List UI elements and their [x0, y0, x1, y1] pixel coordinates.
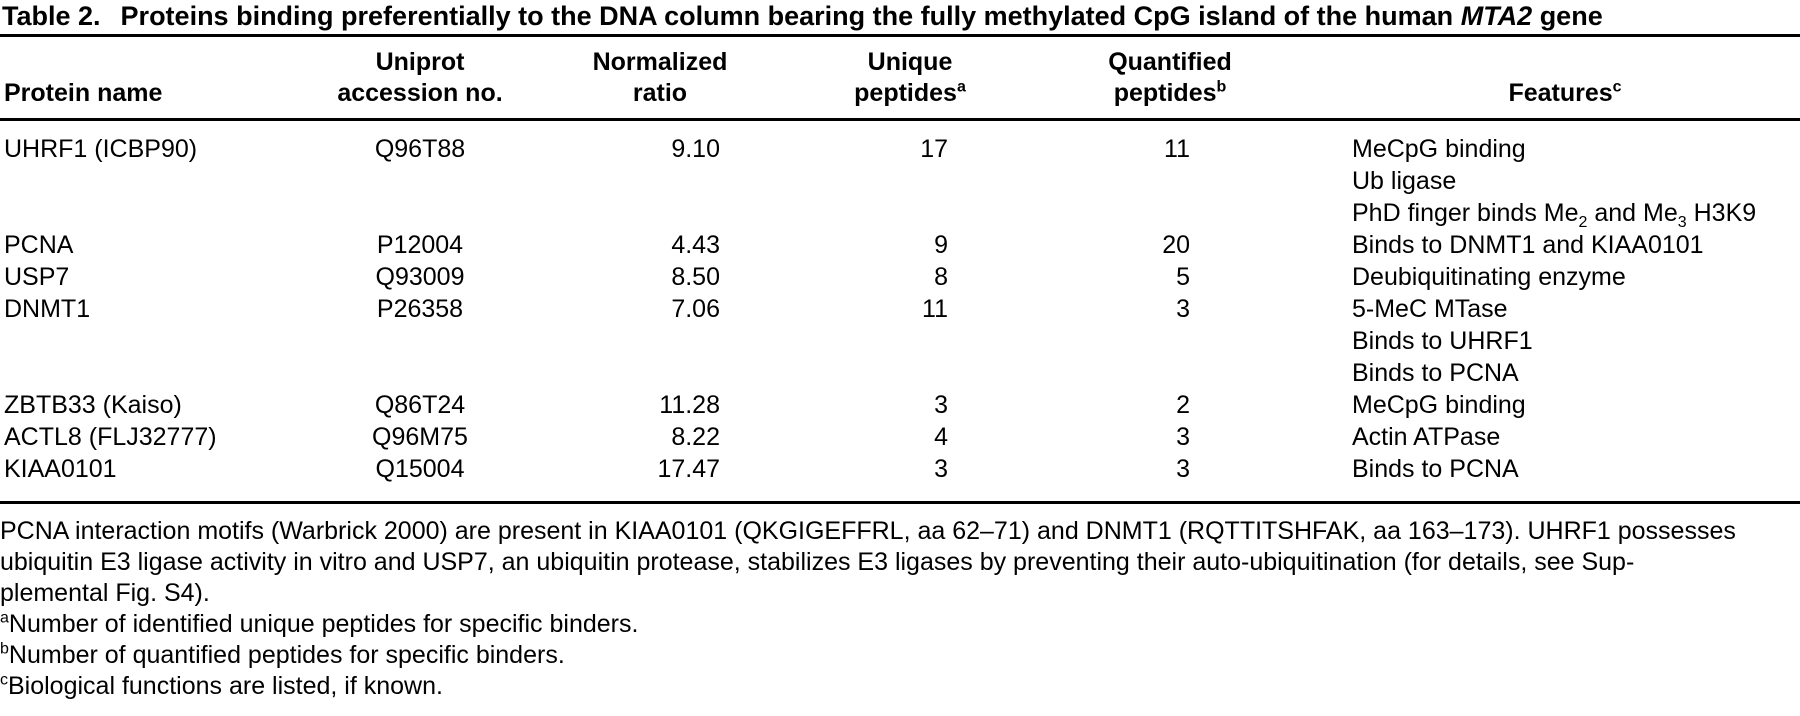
cell-normalized-ratio: 11.28	[659, 391, 720, 419]
table-caption-text: Proteins binding preferentially to the D…	[120, 1, 1461, 31]
table-row-dnmt1: DNMT1 P26358 7.06 11 3 5-MeC MTase Binds…	[0, 293, 1800, 389]
cell-uniprot-accession: Q96M75	[372, 423, 468, 451]
cell-features: MeCpG binding Ub ligase PhD finger binds…	[1330, 120, 1800, 231]
cell-normalized-ratio: 8.22	[671, 423, 720, 451]
table-caption-suffix: gene	[1532, 1, 1603, 31]
cell-unique-peptides: 3	[934, 391, 948, 419]
table-header: Protein name Uniprot accession no. Norma…	[0, 37, 1800, 121]
cell-unique-peptides: 9	[934, 231, 948, 259]
cell-normalized-ratio: 7.06	[671, 295, 720, 323]
cell-protein-name: PCNA	[4, 231, 74, 259]
cell-features: MeCpG binding	[1352, 391, 1526, 419]
header-quantified-peptides: Quantified peptidesb	[1010, 37, 1330, 121]
footnote-paragraph: PCNA interaction motifs (Warbrick 2000) …	[0, 516, 1800, 609]
cell-protein-name: UHRF1 (ICBP90)	[4, 135, 198, 163]
footnote-marker-b: b	[1216, 78, 1227, 96]
table-bottom-rule	[0, 501, 1800, 504]
cell-quantified-peptides: 3	[1176, 455, 1190, 483]
cell-protein-name: DNMT1	[4, 295, 91, 323]
footnote-item-c: cBiological functions are listed, if kno…	[0, 671, 443, 700]
footnote-paragraph-line: ubiquitin E3 ligase activity in vitro an…	[0, 548, 1635, 576]
table-row-actl8: ACTL8 (FLJ32777) Q96M75 8.22 4 3 Actin A…	[0, 421, 1800, 453]
cell-uniprot-accession: Q93009	[375, 263, 465, 291]
cell-uniprot-accession: Q15004	[375, 455, 465, 483]
title-rule	[0, 34, 1800, 37]
cell-protein-name: USP7	[4, 263, 70, 291]
table-footnotes: PCNA interaction motifs (Warbrick 2000) …	[0, 516, 1800, 702]
header-uniprot-accession: Uniprot accession no.	[330, 37, 510, 121]
cell-unique-peptides: 8	[934, 263, 948, 291]
header-row: Protein name Uniprot accession no. Norma…	[0, 37, 1800, 121]
footnote-marker-a: a	[956, 78, 966, 96]
cell-uniprot-accession: Q96T88	[374, 135, 466, 163]
cell-uniprot-accession: Q86T24	[374, 391, 466, 419]
cell-protein-name: KIAA0101	[4, 455, 117, 483]
cell-normalized-ratio: 17.47	[657, 455, 720, 483]
feature-line-with-subscripts: PhD finger binds Me2 and Me3 H3K9	[1352, 199, 1757, 231]
cell-quantified-peptides: 11	[1164, 135, 1190, 163]
table-row-uhrf1: UHRF1 (ICBP90) Q96T88 9.10 17 11 MeCpG b…	[0, 120, 1800, 231]
footnote-paragraph-line: plemental Fig. S4).	[0, 579, 210, 607]
gene-name: MTA2	[1460, 1, 1533, 31]
table-title: Table 2. Proteins binding preferentially …	[0, 0, 1800, 34]
header-protein-name: Protein name	[0, 37, 330, 121]
footnote-item-a: aNumber of identified unique peptides fo…	[0, 609, 639, 638]
table-number-label: Table 2.	[2, 1, 101, 31]
header-unique-peptides: Unique peptidesa	[810, 37, 1010, 121]
cell-unique-peptides: 17	[920, 135, 948, 163]
table-body: UHRF1 (ICBP90) Q96T88 9.10 17 11 MeCpG b…	[0, 120, 1800, 502]
cell-quantified-peptides: 3	[1176, 295, 1190, 323]
header-features: Featuresc	[1330, 37, 1800, 121]
cell-features: Binds to DNMT1 and KIAA0101	[1352, 231, 1704, 259]
cell-normalized-ratio: 8.50	[671, 263, 720, 291]
cell-features: 5-MeC MTase Binds to UHRF1 Binds to PCNA	[1352, 295, 1533, 387]
cell-protein-name: ACTL8 (FLJ32777)	[4, 423, 217, 451]
cell-features: Deubiquitinating enzyme	[1352, 263, 1626, 291]
cell-unique-peptides: 11	[922, 295, 948, 323]
cell-quantified-peptides: 2	[1176, 391, 1190, 419]
table-row-usp7: USP7 Q93009 8.50 8 5 Deubiquitinating en…	[0, 261, 1800, 293]
footnote-item-b: bNumber of quantified peptides for speci…	[0, 640, 565, 669]
cell-uniprot-accession: P26358	[376, 295, 464, 323]
table-row-pcna: PCNA P12004 4.43 9 20 Binds to DNMT1 and…	[0, 229, 1800, 261]
cell-normalized-ratio: 9.10	[671, 135, 720, 163]
footnote-marker-c: c	[1612, 78, 1622, 96]
data-table: Protein name Uniprot accession no. Norma…	[0, 37, 1800, 501]
cell-uniprot-accession: P12004	[376, 231, 464, 259]
cell-unique-peptides: 3	[934, 455, 948, 483]
cell-unique-peptides: 4	[934, 423, 948, 451]
table-row-kiaa0101: KIAA0101 Q15004 17.47 3 3 Binds to PCNA	[0, 453, 1800, 501]
cell-quantified-peptides: 3	[1176, 423, 1190, 451]
footnote-paragraph-line: PCNA interaction motifs (Warbrick 2000) …	[0, 517, 1736, 545]
table-row-zbtb33: ZBTB33 (Kaiso) Q86T24 11.28 3 2 MeCpG bi…	[0, 389, 1800, 421]
cell-features: Binds to PCNA	[1352, 455, 1519, 483]
cell-quantified-peptides: 20	[1162, 231, 1190, 259]
header-normalized-ratio: Normalized ratio	[510, 37, 810, 121]
cell-normalized-ratio: 4.43	[671, 231, 720, 259]
cell-features: Actin ATPase	[1352, 423, 1501, 451]
cell-quantified-peptides: 5	[1176, 263, 1190, 291]
cell-protein-name: ZBTB33 (Kaiso)	[4, 391, 182, 419]
